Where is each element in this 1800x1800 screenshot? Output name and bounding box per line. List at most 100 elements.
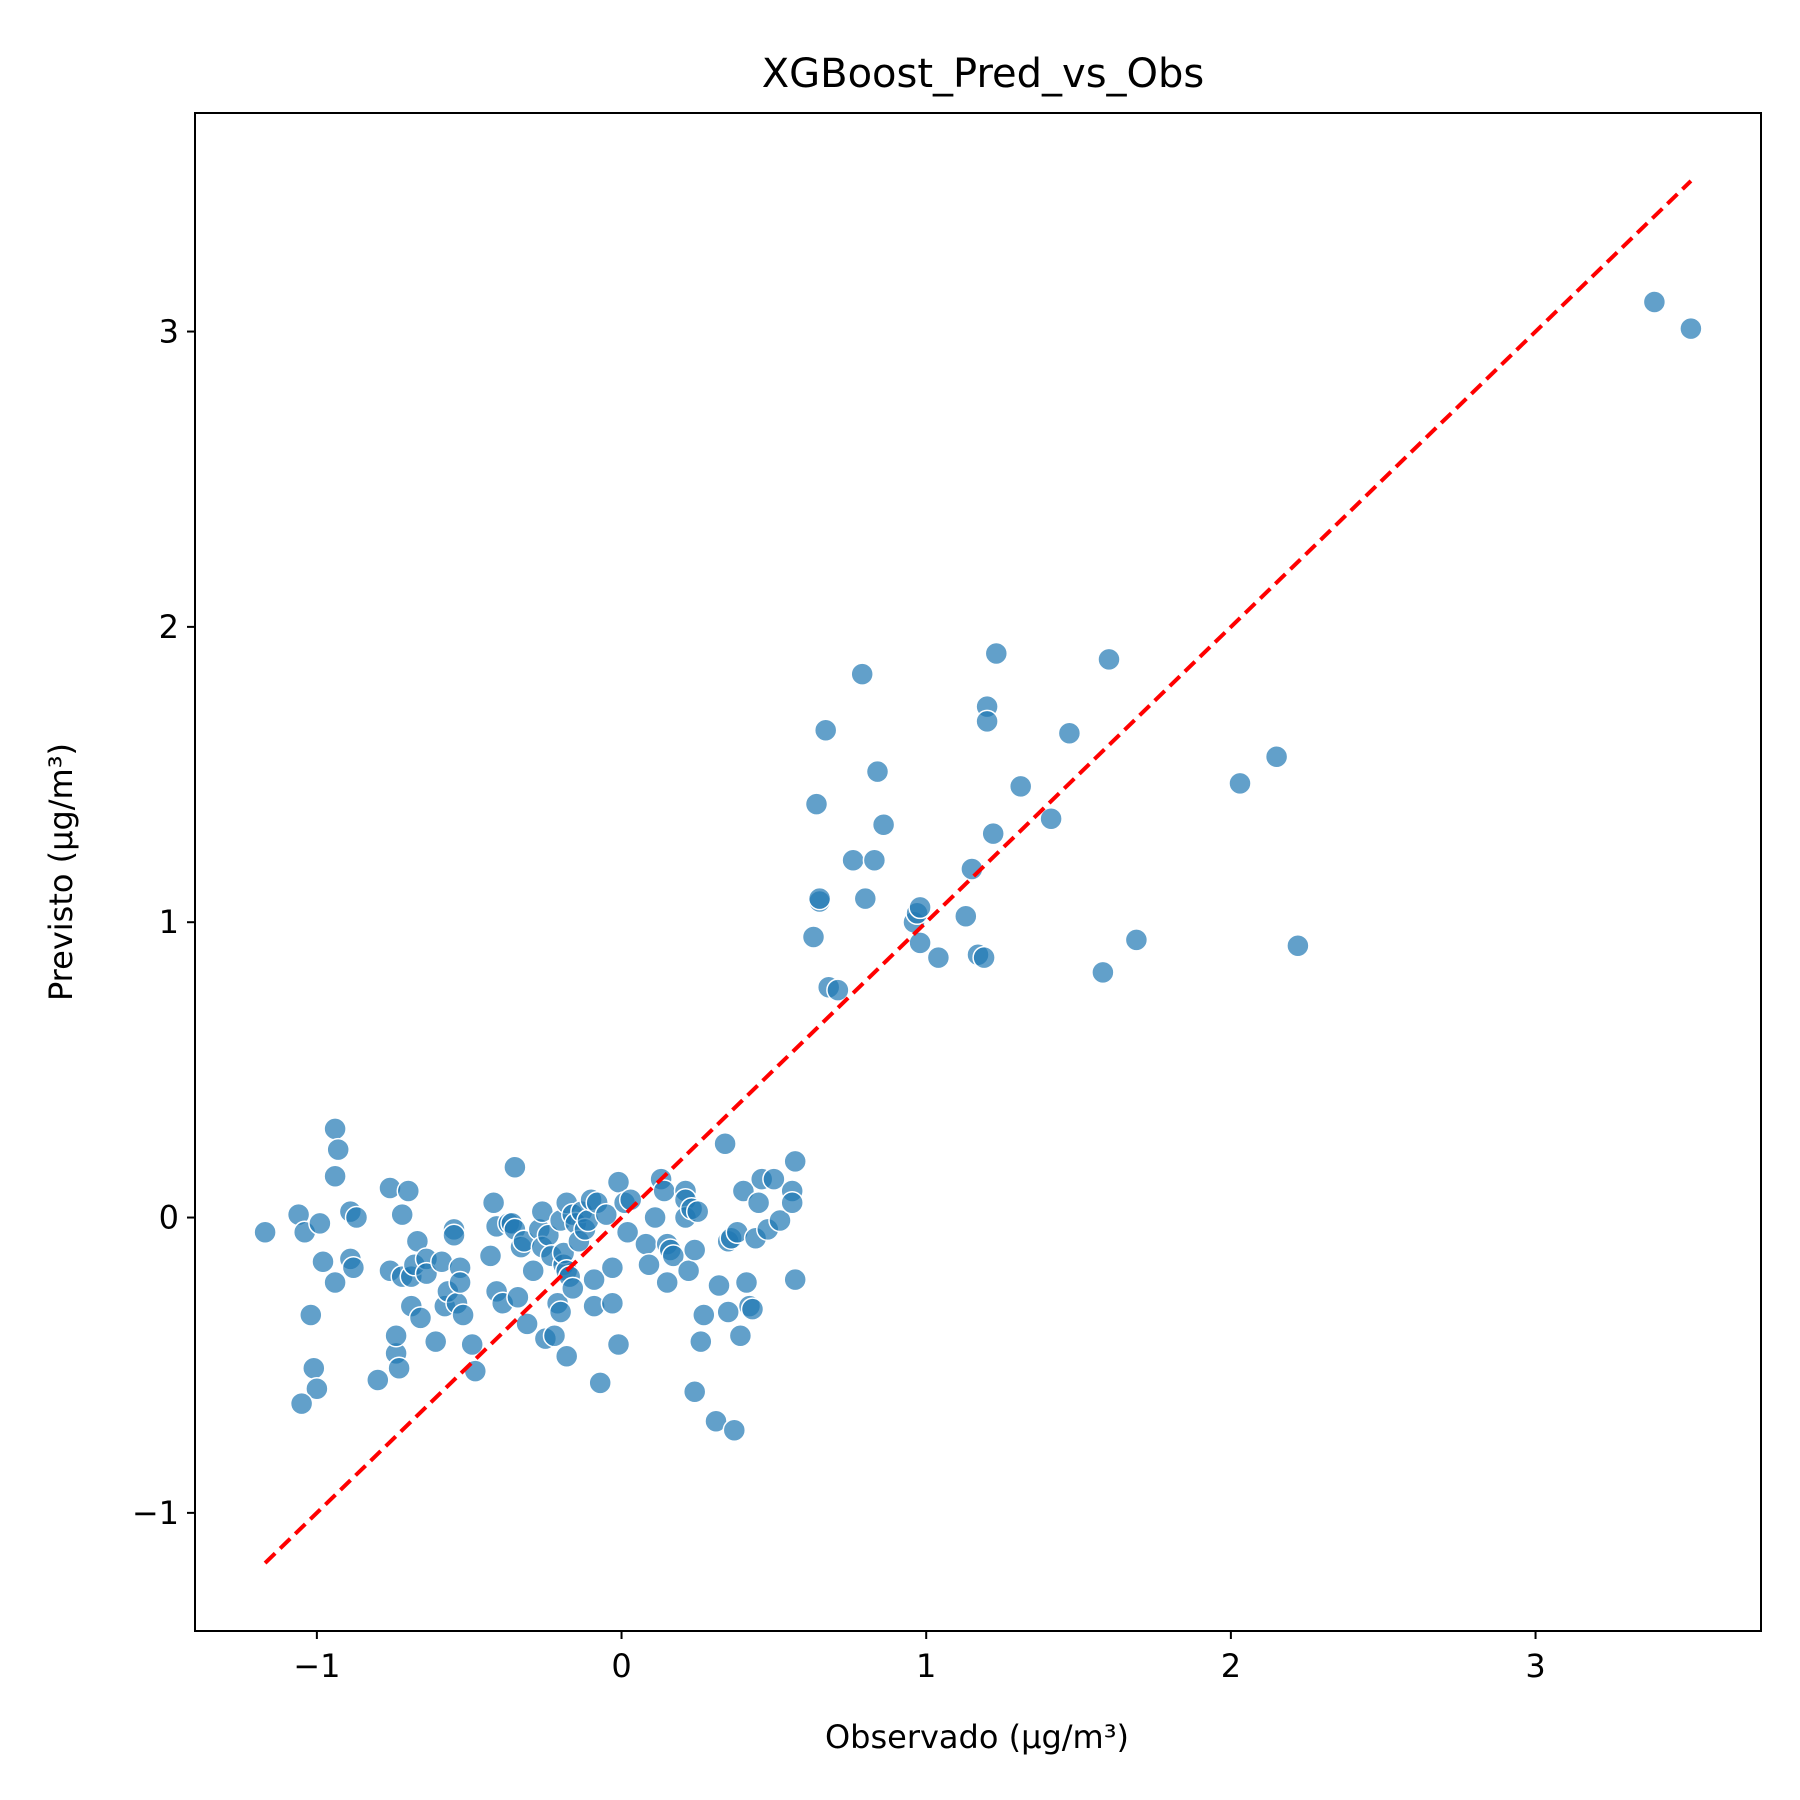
data-point (344, 1205, 369, 1230)
data-point (588, 1371, 612, 1395)
data-point (676, 1258, 701, 1283)
data-point (634, 1232, 658, 1256)
data-point (908, 931, 932, 955)
data-point (366, 1368, 390, 1392)
data-point (871, 812, 896, 837)
data-point (853, 886, 878, 911)
data-point (813, 718, 838, 742)
data-point (308, 1211, 332, 1236)
data-point (478, 1244, 503, 1268)
y-tick-label: 3 (159, 313, 179, 351)
data-point (1091, 960, 1115, 985)
data-point (384, 1323, 408, 1348)
data-point (341, 1255, 366, 1280)
data-point (561, 1276, 585, 1301)
y-axis-label: Previsto (µg/m³) (42, 743, 80, 1001)
data-point (728, 1323, 753, 1348)
data-point (682, 1238, 707, 1262)
x-tick-label: −1 (293, 1647, 340, 1685)
data-point (722, 1418, 747, 1442)
data-point (643, 1205, 667, 1230)
data-point (548, 1300, 573, 1324)
data-point (387, 1356, 411, 1380)
data-point (323, 1117, 347, 1141)
data-point (323, 1270, 347, 1295)
y-axis-ticks: −1 0 1 2 3 (132, 313, 195, 1532)
y-tick-label: 2 (159, 608, 179, 646)
data-point (661, 1244, 686, 1268)
data-point (515, 1312, 539, 1336)
data-point (289, 1391, 314, 1416)
data-point (689, 1329, 713, 1354)
data-point (716, 1300, 740, 1324)
data-point (1124, 928, 1149, 952)
x-tick-label: 2 (1221, 1647, 1241, 1685)
data-point (783, 1149, 807, 1174)
data-point (981, 821, 1005, 846)
data-point (448, 1270, 472, 1295)
data-point (1679, 316, 1703, 341)
data-point (451, 1303, 475, 1327)
data-point (1286, 934, 1310, 958)
data-point (311, 1250, 335, 1274)
data-point (685, 1199, 710, 1224)
data-point (442, 1223, 466, 1248)
x-axis-ticks: −1 0 1 2 3 (293, 1631, 1546, 1685)
data-point (323, 1164, 347, 1188)
data-point (1039, 807, 1063, 831)
data-point (655, 1270, 679, 1295)
data-point (460, 1332, 484, 1357)
data-point (954, 904, 978, 929)
data-point (615, 1220, 640, 1245)
data-point (692, 1303, 716, 1327)
reference-line (263, 179, 1693, 1565)
chart-title: XGBoost_Pred_vs_Obs (762, 51, 1205, 97)
data-point (807, 886, 832, 911)
data-point (972, 945, 996, 970)
data-point (481, 1191, 506, 1215)
y-tick-label: −1 (132, 1494, 179, 1532)
data-point (521, 1258, 545, 1283)
x-tick-label: 3 (1525, 1647, 1545, 1685)
data-point (1642, 290, 1667, 314)
data-point (396, 1179, 421, 1203)
data-point (1264, 745, 1289, 769)
data-point (606, 1332, 631, 1357)
data-point (865, 759, 890, 784)
plot-frame (194, 112, 1762, 1632)
data-point (826, 978, 850, 1002)
data-point (554, 1344, 579, 1369)
data-point (926, 945, 951, 970)
data-point (850, 662, 874, 686)
data-point (503, 1155, 527, 1180)
data-point (302, 1356, 326, 1380)
data-point (390, 1202, 414, 1227)
data-point (841, 848, 865, 872)
data-point (600, 1255, 625, 1280)
data-point (780, 1191, 804, 1215)
data-point (1228, 771, 1252, 796)
y-tick-label: 0 (159, 1199, 179, 1237)
data-point (652, 1179, 676, 1203)
data-point (1008, 774, 1033, 799)
data-point (762, 1167, 786, 1191)
data-point (408, 1306, 433, 1330)
data-point (1057, 721, 1082, 745)
data-point (463, 1359, 488, 1383)
data-point (582, 1267, 606, 1292)
data-point (768, 1208, 792, 1233)
x-tick-label: 1 (916, 1647, 936, 1685)
data-point (542, 1323, 567, 1348)
data-point (984, 641, 1009, 666)
data-point (734, 1270, 759, 1295)
data-point (740, 1297, 765, 1321)
data-point (975, 709, 999, 734)
data-point (908, 895, 932, 920)
data-point (1097, 647, 1121, 672)
data-point (637, 1253, 661, 1277)
data-point (783, 1267, 807, 1292)
data-point (801, 925, 826, 949)
data-point (253, 1220, 277, 1245)
data-point (423, 1329, 448, 1354)
